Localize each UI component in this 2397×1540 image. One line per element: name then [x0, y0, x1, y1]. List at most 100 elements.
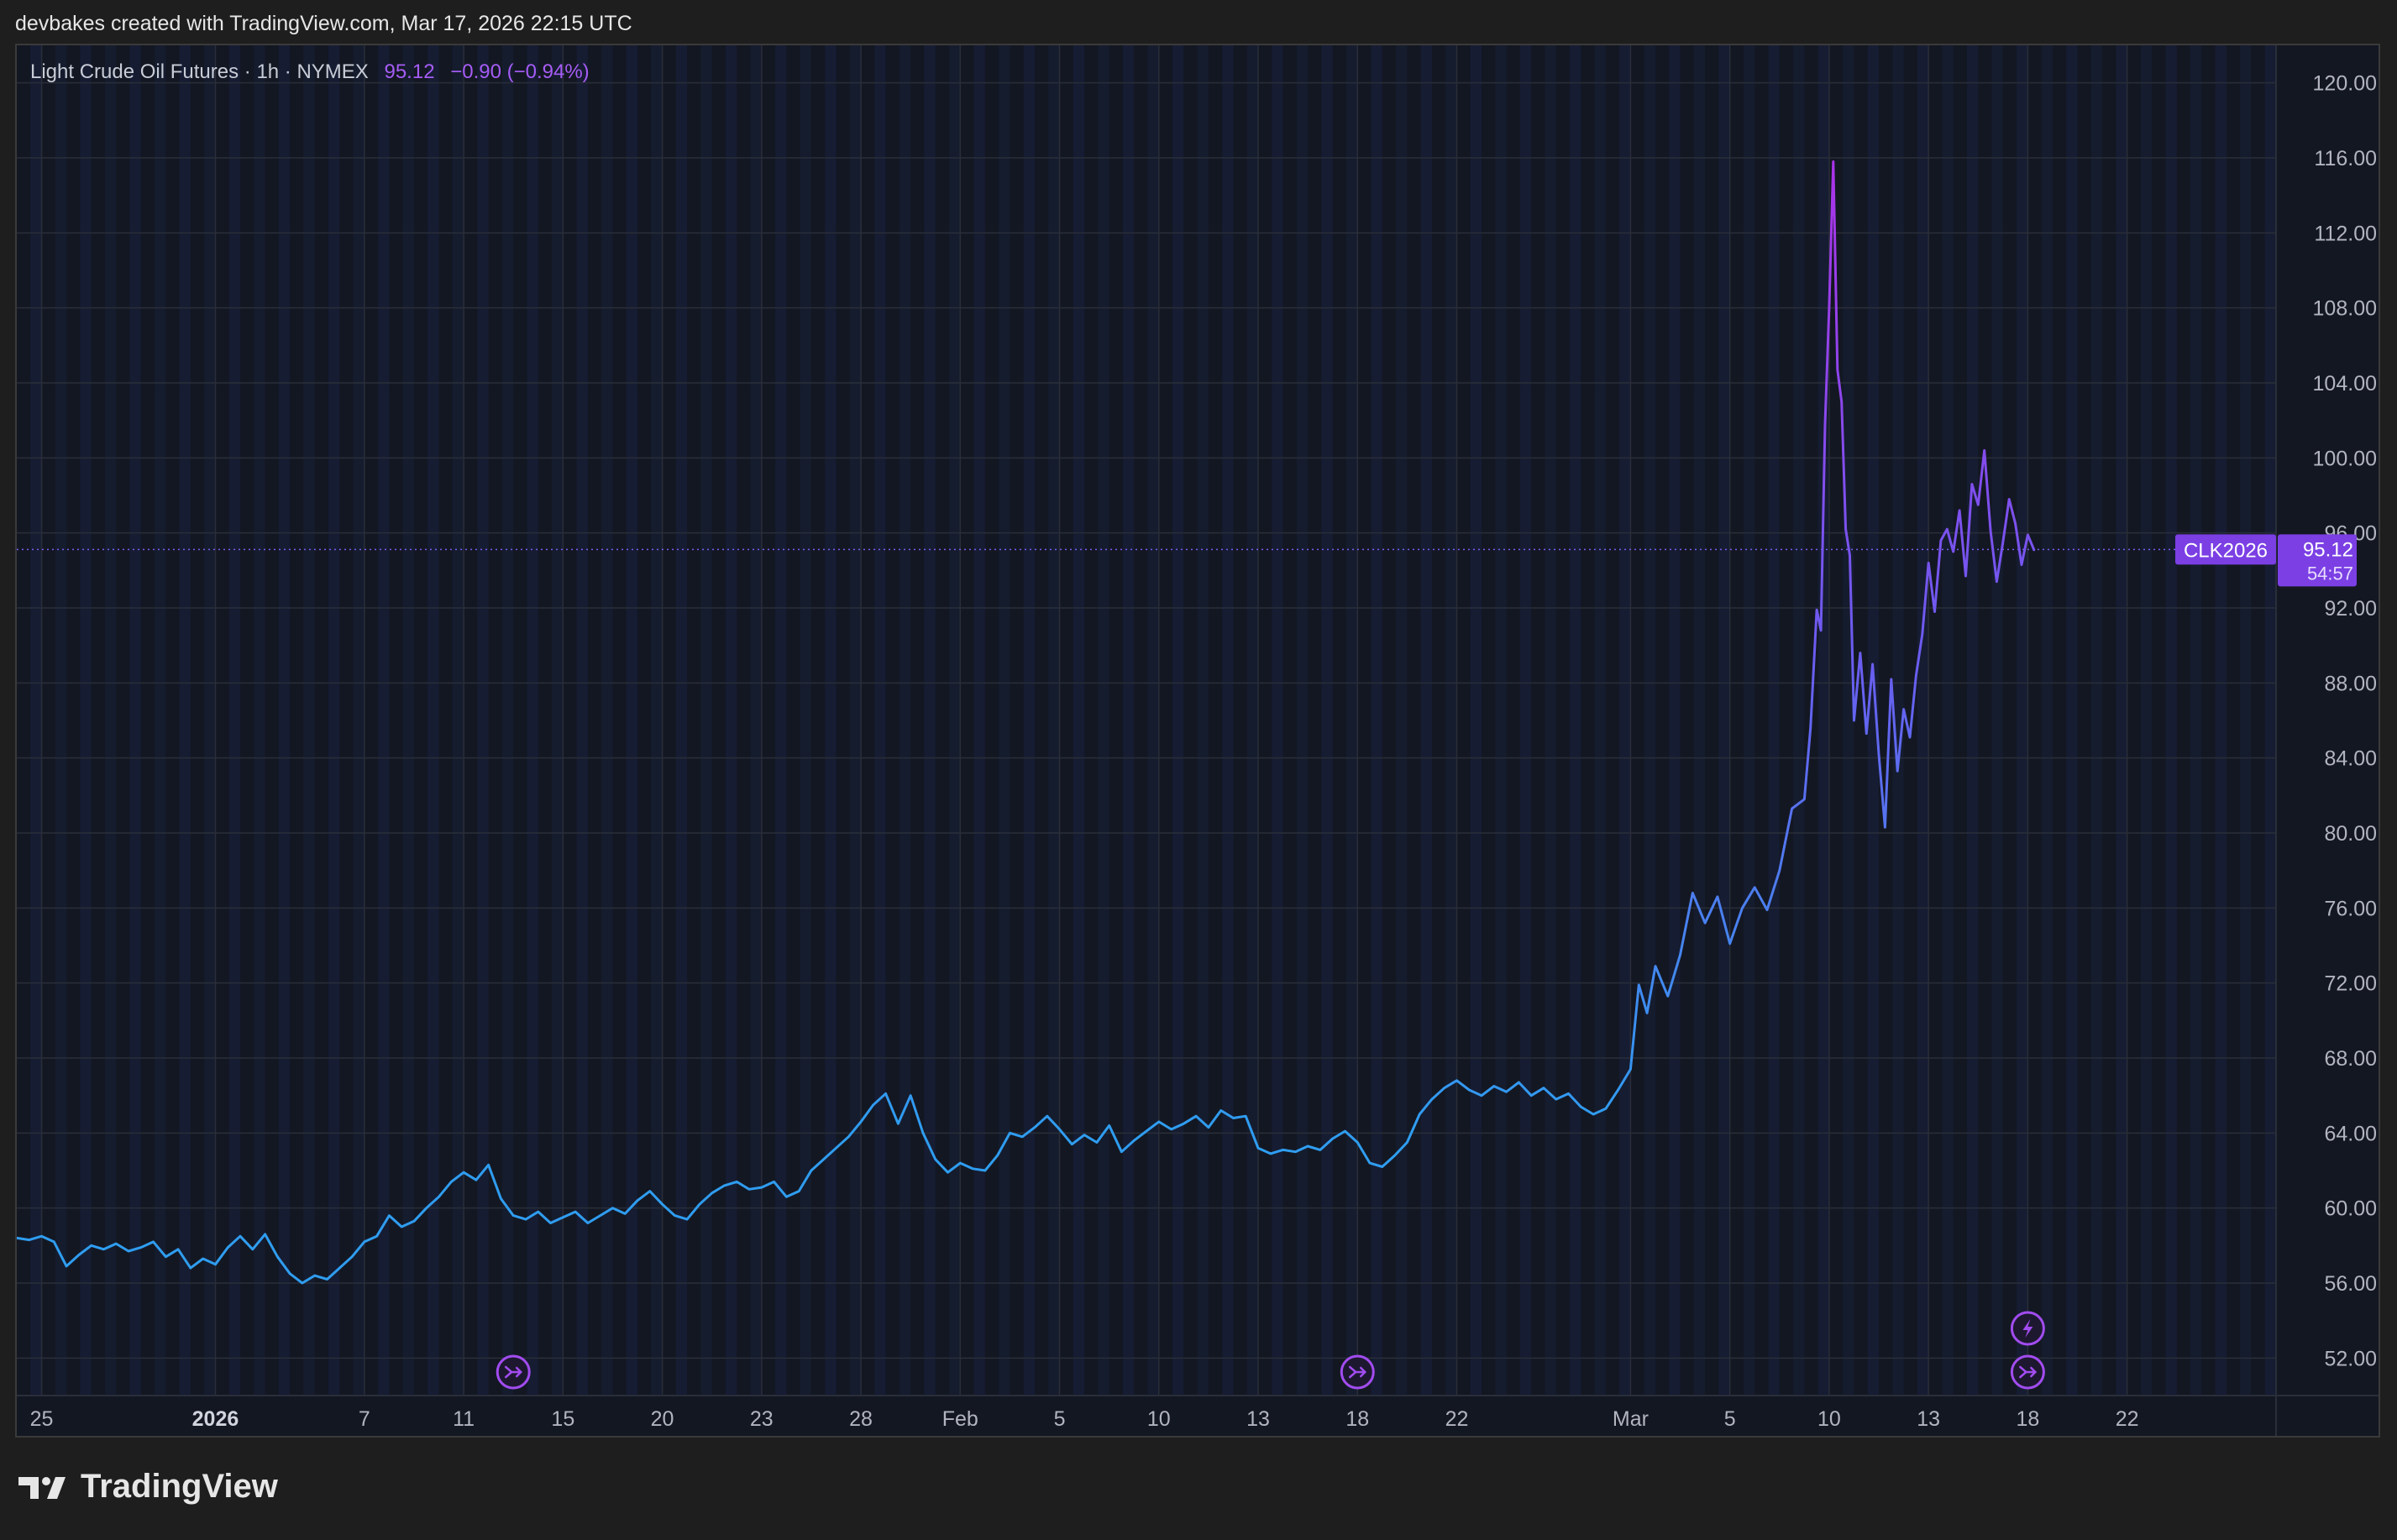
x-tick-label: 22 [1445, 1407, 1469, 1431]
session-band [254, 45, 265, 1396]
dividend-icon[interactable] [1340, 1354, 1375, 1390]
chart-legend[interactable]: Light Crude Oil Futures · 1h · NYMEX 95.… [30, 60, 590, 84]
y-tick-label: 80.00 [2324, 822, 2377, 846]
brand-name: TradingView [81, 1468, 278, 1505]
x-tick-label: 10 [1817, 1407, 1841, 1431]
x-tick-label: 5 [1724, 1407, 1736, 1431]
y-tick-label: 64.00 [2324, 1122, 2377, 1145]
session-band [1644, 45, 1655, 1396]
dividend-icon[interactable] [2010, 1354, 2045, 1390]
symbol-tag-bg [2175, 534, 2276, 565]
attribution-text: devbakes created with TradingView.com, M… [15, 12, 632, 35]
session-band [1545, 45, 1556, 1396]
x-tick-label: Mar [1613, 1407, 1649, 1431]
legend-price: 95.12 [384, 60, 435, 83]
session-band [725, 45, 737, 1396]
x-tick-label: 20 [651, 1407, 674, 1431]
y-tick-label: 84.00 [2324, 747, 2377, 771]
session-band [303, 45, 315, 1396]
x-tick-label: 2026 [192, 1407, 239, 1431]
x-tick-label: 18 [2016, 1407, 2039, 1431]
y-tick-label: 104.00 [2313, 372, 2377, 395]
chart-pane[interactable]: 52.00 56.00 60.00 64.00 68.00 72.00 76.00 80.00… [15, 44, 2380, 1438]
session-band [452, 45, 464, 1396]
dividend-icon[interactable] [496, 1354, 531, 1390]
session-band [1246, 45, 1259, 1396]
session-band [477, 45, 489, 1396]
session-band [800, 45, 811, 1396]
session-band [825, 45, 837, 1396]
session-band [527, 45, 538, 1396]
x-tick-label: Feb [942, 1407, 978, 1431]
y-tick-label: 92.00 [2324, 597, 2377, 621]
y-tick-label: 56.00 [2324, 1272, 2377, 1296]
x-tick-label: 13 [1246, 1407, 1270, 1431]
session-band [576, 45, 588, 1396]
session-band [1942, 45, 1954, 1396]
session-band [1197, 45, 1209, 1396]
session-band [1122, 45, 1135, 1396]
session-band [378, 45, 390, 1396]
y-tick-label: 116.00 [2314, 147, 2377, 170]
session-band [1570, 45, 1581, 1396]
session-band [1371, 45, 1382, 1396]
session-band [501, 45, 514, 1396]
y-tick-label: 100.00 [2313, 447, 2377, 470]
session-band [626, 45, 638, 1396]
session-band [1172, 45, 1184, 1396]
session-band [1420, 45, 1432, 1396]
session-band [948, 45, 961, 1396]
session-band [2116, 45, 2127, 1396]
x-tick-label: 7 [359, 1407, 370, 1431]
y-tick-label: 76.00 [2324, 897, 2377, 920]
x-tick-label: 28 [849, 1407, 873, 1431]
session-band [179, 45, 191, 1396]
session-band [924, 45, 936, 1396]
session-band [1147, 45, 1159, 1396]
tradingview-logo-icon [18, 1476, 66, 1499]
session-band [973, 45, 985, 1396]
session-band [1594, 45, 1606, 1396]
session-band [1222, 45, 1234, 1396]
x-tick-label: 15 [551, 1407, 574, 1431]
y-tick-label: 68.00 [2324, 1047, 2377, 1071]
session-band [2165, 45, 2177, 1396]
y-tick-label: 120.00 [2313, 72, 2377, 96]
x-tick-label: 11 [453, 1407, 475, 1431]
session-band [204, 45, 216, 1396]
session-band [353, 45, 365, 1396]
session-band [2090, 45, 2103, 1396]
x-tick-label: 13 [1917, 1407, 1940, 1431]
price-tag-bg [2278, 534, 2357, 587]
session-band [2190, 45, 2202, 1396]
session-band [30, 45, 42, 1396]
session-band [2066, 45, 2078, 1396]
session-band [874, 45, 886, 1396]
price-tag-value: 95.12 [2303, 538, 2353, 561]
y-tick-label: 72.00 [2324, 972, 2377, 996]
session-band [129, 45, 141, 1396]
lightning-icon[interactable] [2010, 1311, 2045, 1346]
price-chart[interactable]: 52.00 56.00 60.00 64.00 68.00 72.00 76.00 80.00… [17, 45, 2379, 1436]
tradingview-logo[interactable]: TradingView [18, 1468, 278, 1506]
x-tick-label: 23 [750, 1407, 774, 1431]
session-band [1296, 45, 1309, 1396]
session-band [2215, 45, 2227, 1396]
session-band [1917, 45, 1929, 1396]
y-tick-label: 108.00 [2313, 297, 2377, 321]
x-tick-label: 22 [2116, 1407, 2139, 1431]
session-band [1396, 45, 1408, 1396]
session-band [1321, 45, 1333, 1396]
session-band [750, 45, 762, 1396]
session-band [1817, 45, 1829, 1396]
session-band [999, 45, 1010, 1396]
price-tag-countdown: 54:57 [2307, 563, 2353, 584]
session-band [1768, 45, 1780, 1396]
x-tick-label: 25 [30, 1407, 54, 1431]
session-band [2240, 45, 2252, 1396]
session-band [2017, 45, 2028, 1396]
session-band [1669, 45, 1681, 1396]
session-band [1966, 45, 1979, 1396]
price-series-line [17, 160, 2036, 1285]
session-band [2041, 45, 2053, 1396]
